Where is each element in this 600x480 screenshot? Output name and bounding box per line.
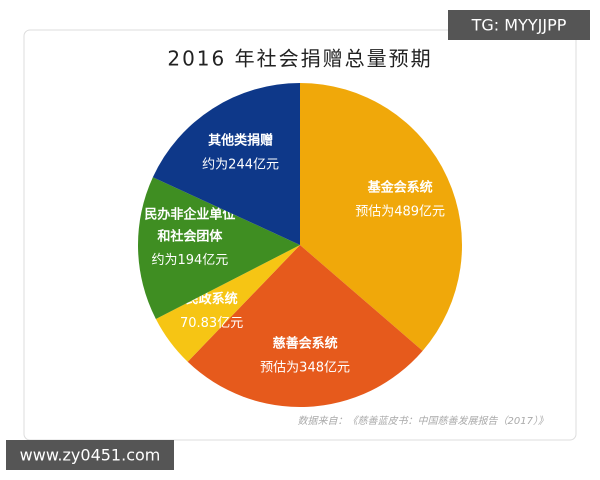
pie-slice: [300, 83, 462, 351]
watermark-box: [448, 10, 590, 40]
watermark-box: [6, 440, 174, 470]
watermark: TG: MYYJJPP: [471, 16, 567, 35]
watermark: www.zy0451.com: [20, 446, 161, 465]
value-label: 预估为348亿元: [260, 361, 350, 376]
slice-label: 慈善会系统: [273, 336, 338, 352]
pie-slice: [155, 245, 300, 362]
value-label: 70.83亿元: [180, 316, 243, 331]
slice-label: 其他类捐赠: [208, 133, 273, 149]
value-label: 约为194亿元: [151, 253, 228, 268]
pie: 基金会系统预估为489亿元慈善会系统预估为348亿元民政系统70.83亿元民办非…: [137, 83, 462, 407]
value-label: 预估为489亿元: [355, 205, 445, 220]
slice-label: 基金会系统: [367, 180, 433, 196]
source-note: 数据来自：《慈善蓝皮书：中国慈善发展报告（2017）》: [298, 415, 548, 427]
pie-slice: [187, 245, 423, 407]
slice-label: 民办非企业单位和社会团体: [144, 206, 235, 244]
value-label: 约为244亿元: [202, 158, 279, 173]
pie-slice: [152, 83, 300, 245]
pie-slice: [137, 177, 300, 319]
chart-title: 2016 年社会捐赠总量预期: [167, 47, 432, 71]
